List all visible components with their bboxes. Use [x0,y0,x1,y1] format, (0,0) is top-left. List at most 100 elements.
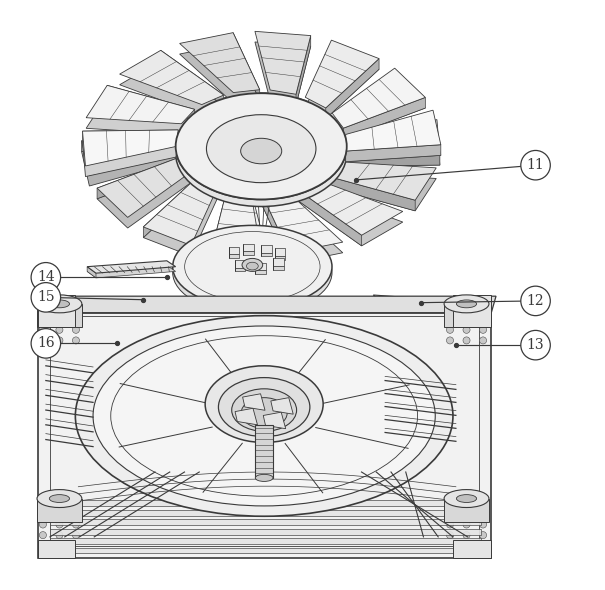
Polygon shape [243,251,254,255]
Polygon shape [345,110,441,151]
Polygon shape [261,245,272,253]
Circle shape [446,532,454,539]
Polygon shape [161,50,224,106]
Polygon shape [50,548,481,553]
Circle shape [480,521,486,528]
Circle shape [73,337,79,344]
Polygon shape [212,202,267,265]
Circle shape [39,521,47,528]
Circle shape [463,521,470,528]
Polygon shape [243,394,265,410]
Polygon shape [306,40,379,108]
Polygon shape [275,256,286,260]
Polygon shape [50,510,481,516]
Circle shape [56,326,63,333]
Polygon shape [299,191,362,246]
Ellipse shape [50,300,70,308]
Text: 15: 15 [37,290,54,304]
Ellipse shape [232,389,296,431]
Polygon shape [345,121,441,162]
Circle shape [73,532,79,539]
Polygon shape [50,538,481,544]
Polygon shape [87,267,96,278]
Ellipse shape [37,295,82,313]
Circle shape [480,337,486,344]
Ellipse shape [205,366,323,442]
Polygon shape [37,304,82,327]
Ellipse shape [255,474,273,481]
Ellipse shape [50,494,70,503]
Polygon shape [344,120,440,156]
Polygon shape [97,158,191,217]
Circle shape [480,532,486,539]
Polygon shape [38,313,491,558]
Text: 11: 11 [527,158,544,172]
Circle shape [446,521,454,528]
Polygon shape [180,32,260,93]
Polygon shape [299,181,403,235]
Circle shape [480,326,486,333]
Polygon shape [453,295,491,327]
Polygon shape [373,295,445,307]
Circle shape [463,532,470,539]
Polygon shape [82,135,177,152]
Polygon shape [38,295,76,327]
Circle shape [521,150,551,180]
Circle shape [56,532,63,539]
Ellipse shape [93,326,435,506]
Polygon shape [261,253,272,256]
Polygon shape [87,261,175,273]
Polygon shape [50,500,481,506]
Ellipse shape [241,138,282,164]
Circle shape [446,337,454,344]
Polygon shape [38,540,76,558]
Ellipse shape [175,93,347,199]
Ellipse shape [172,231,332,314]
Polygon shape [328,162,436,200]
Polygon shape [255,31,311,94]
Polygon shape [255,42,311,105]
Polygon shape [107,86,195,120]
Polygon shape [86,86,195,124]
Circle shape [446,326,454,333]
Polygon shape [235,268,245,271]
Polygon shape [97,158,179,199]
Polygon shape [143,188,217,256]
Polygon shape [332,79,425,139]
Polygon shape [50,519,481,525]
Ellipse shape [456,494,477,503]
Ellipse shape [172,225,332,308]
Polygon shape [344,130,440,166]
Circle shape [39,326,47,333]
Polygon shape [271,398,293,414]
Circle shape [31,329,60,358]
Circle shape [39,337,47,344]
Polygon shape [120,50,224,104]
Polygon shape [229,247,240,254]
Polygon shape [299,192,403,246]
Text: 13: 13 [527,338,544,352]
Polygon shape [263,204,343,264]
Circle shape [463,326,470,333]
Polygon shape [325,58,379,119]
Ellipse shape [444,490,489,507]
Polygon shape [373,300,445,312]
Polygon shape [444,304,489,327]
Polygon shape [50,529,481,535]
Polygon shape [296,35,311,105]
Polygon shape [37,499,82,522]
Text: 14: 14 [37,270,54,284]
Circle shape [463,337,470,344]
Circle shape [39,532,47,539]
Ellipse shape [246,262,258,270]
Circle shape [73,521,79,528]
Polygon shape [328,176,415,211]
Ellipse shape [456,300,477,308]
Polygon shape [273,258,284,266]
Polygon shape [263,193,343,253]
Ellipse shape [242,258,263,271]
Polygon shape [212,191,267,254]
Ellipse shape [175,100,347,206]
Circle shape [31,263,60,292]
Ellipse shape [206,114,316,183]
